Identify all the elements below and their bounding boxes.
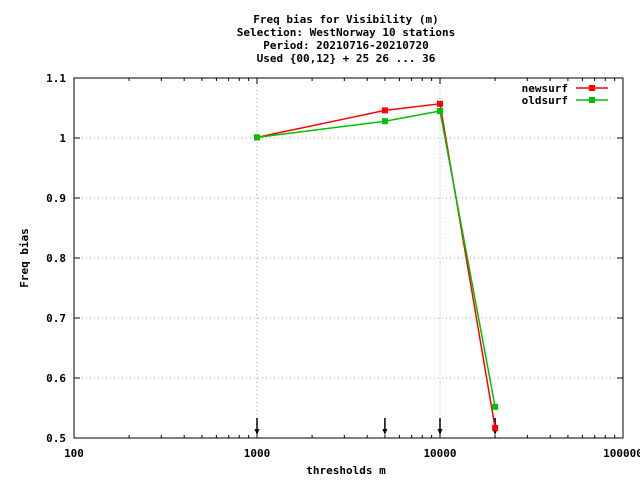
- legend-marker-newsurf: [589, 85, 595, 91]
- data-point-oldsurf: [381, 118, 388, 125]
- y-tick-label: 0.5: [46, 432, 66, 445]
- data-point-newsurf: [381, 107, 388, 114]
- y-tick-label: 0.9: [46, 192, 66, 205]
- axes: 0.5 0.6 0.7 0.8 0.9 1 1.1 100 1000 10000 100000: [46, 72, 640, 460]
- data-point-oldsurf: [437, 108, 443, 114]
- legend-marker-oldsurf: [589, 97, 595, 103]
- x-tick-label: 10000: [423, 447, 456, 460]
- y-tick-label: 1.1: [46, 72, 66, 85]
- legend-label-newsurf: newsurf: [522, 82, 568, 95]
- y-axis-label: Freq bias: [18, 228, 31, 288]
- y-tick-label: 0.7: [46, 312, 66, 325]
- threshold-markers: [254, 418, 498, 435]
- grid: [74, 78, 623, 438]
- title-line-3: Period: 20210716-20210720: [263, 39, 429, 52]
- plot-frame: [73, 77, 624, 439]
- series-line-newsurf: [256, 102, 496, 428]
- data-point-newsurf: [437, 100, 443, 107]
- data-point-newsurf: [492, 424, 499, 431]
- title-line-2: Selection: WestNorway 10 stations: [237, 26, 456, 39]
- series: [254, 100, 499, 431]
- x-axis-label: thresholds m: [306, 464, 386, 477]
- threshold-arrow-head: [382, 429, 388, 435]
- title-line-1: Freq bias for Visibility (m): [253, 13, 438, 26]
- series-line-oldsurf: [256, 110, 496, 407]
- threshold-arrow-head: [254, 429, 260, 435]
- title-line-4: Used {00,12} + 25 26 ... 36: [257, 52, 436, 65]
- data-point-oldsurf: [254, 134, 260, 141]
- chart-title: Freq bias for Visibility (m) Selection: …: [237, 13, 456, 65]
- legend-label-oldsurf: oldsurf: [522, 94, 568, 107]
- x-tick-label: 100000: [603, 447, 640, 460]
- y-tick-label: 0.6: [46, 372, 66, 385]
- threshold-arrow-head: [437, 429, 443, 435]
- x-tick-label: 1000: [244, 447, 271, 460]
- x-tick-label: 100: [64, 447, 84, 460]
- y-tick-label: 0.8: [46, 252, 66, 265]
- data-point-oldsurf: [492, 403, 499, 410]
- y-tick-label: 1: [59, 132, 66, 145]
